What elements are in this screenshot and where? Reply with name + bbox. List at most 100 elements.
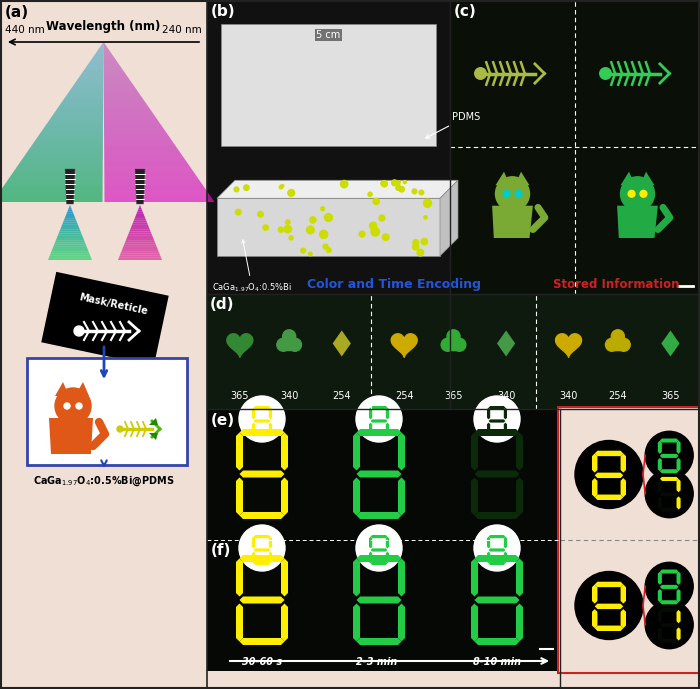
Polygon shape — [132, 223, 148, 225]
FancyBboxPatch shape — [27, 358, 187, 465]
Polygon shape — [78, 74, 104, 78]
Polygon shape — [356, 512, 402, 519]
Polygon shape — [595, 582, 623, 587]
Polygon shape — [130, 227, 150, 229]
Circle shape — [279, 185, 283, 189]
Polygon shape — [236, 604, 243, 641]
Polygon shape — [504, 408, 507, 420]
Circle shape — [424, 216, 427, 219]
Polygon shape — [104, 62, 120, 66]
Circle shape — [645, 562, 693, 610]
FancyBboxPatch shape — [558, 407, 700, 673]
Text: 340: 340 — [497, 391, 515, 401]
Polygon shape — [356, 638, 402, 645]
Text: 340: 340 — [280, 391, 298, 401]
Circle shape — [281, 185, 284, 187]
Polygon shape — [236, 559, 243, 597]
Polygon shape — [516, 477, 523, 515]
Circle shape — [600, 68, 611, 79]
Polygon shape — [104, 50, 112, 54]
Polygon shape — [595, 473, 623, 478]
Polygon shape — [676, 440, 680, 454]
Polygon shape — [676, 458, 680, 471]
Polygon shape — [104, 122, 162, 126]
Polygon shape — [104, 66, 123, 70]
Circle shape — [398, 181, 400, 183]
Circle shape — [419, 190, 424, 195]
Text: 340: 340 — [559, 391, 578, 401]
Circle shape — [323, 244, 328, 249]
Polygon shape — [391, 333, 417, 358]
Circle shape — [394, 182, 397, 185]
Polygon shape — [615, 344, 621, 351]
FancyBboxPatch shape — [207, 294, 700, 409]
Polygon shape — [595, 626, 623, 631]
Polygon shape — [129, 232, 151, 234]
Polygon shape — [37, 134, 103, 138]
Polygon shape — [440, 181, 458, 256]
Polygon shape — [118, 258, 162, 260]
Polygon shape — [386, 408, 389, 420]
Polygon shape — [398, 477, 405, 515]
Polygon shape — [104, 82, 134, 86]
Polygon shape — [658, 589, 662, 602]
Polygon shape — [489, 562, 505, 565]
Text: 365: 365 — [444, 391, 463, 401]
Polygon shape — [54, 243, 86, 245]
Polygon shape — [46, 122, 103, 126]
Text: Stored Information: Stored Information — [553, 278, 680, 291]
Polygon shape — [398, 604, 405, 641]
Polygon shape — [104, 158, 187, 162]
Circle shape — [239, 525, 285, 571]
Polygon shape — [369, 537, 372, 548]
Polygon shape — [49, 256, 91, 258]
Polygon shape — [595, 495, 623, 500]
Polygon shape — [20, 158, 103, 162]
Polygon shape — [658, 440, 662, 454]
Polygon shape — [101, 42, 104, 46]
Polygon shape — [398, 559, 405, 597]
Circle shape — [289, 236, 293, 240]
Polygon shape — [662, 331, 680, 356]
Circle shape — [74, 326, 84, 336]
Text: (e): (e) — [211, 413, 235, 428]
Polygon shape — [475, 555, 519, 562]
Polygon shape — [104, 130, 167, 134]
Text: (d): (d) — [210, 297, 235, 312]
Polygon shape — [353, 559, 360, 597]
Polygon shape — [369, 422, 372, 434]
Polygon shape — [217, 198, 440, 256]
Polygon shape — [497, 331, 515, 356]
Polygon shape — [621, 584, 626, 604]
Polygon shape — [49, 418, 93, 454]
Polygon shape — [104, 142, 176, 146]
Polygon shape — [9, 174, 103, 178]
Polygon shape — [676, 628, 680, 641]
Polygon shape — [475, 471, 519, 477]
Polygon shape — [120, 251, 160, 254]
Circle shape — [307, 226, 314, 234]
Polygon shape — [57, 236, 83, 238]
Text: 440 nm: 440 nm — [5, 25, 45, 35]
Polygon shape — [620, 172, 635, 185]
Text: (b): (b) — [211, 4, 236, 19]
Polygon shape — [68, 207, 72, 209]
Polygon shape — [556, 333, 582, 358]
Polygon shape — [617, 206, 658, 238]
Polygon shape — [253, 535, 270, 538]
FancyBboxPatch shape — [207, 409, 560, 671]
Polygon shape — [660, 438, 678, 442]
Polygon shape — [489, 433, 505, 436]
Polygon shape — [370, 548, 387, 552]
Circle shape — [263, 225, 268, 230]
Polygon shape — [516, 559, 523, 597]
Circle shape — [399, 187, 405, 192]
Polygon shape — [61, 225, 79, 227]
Polygon shape — [370, 406, 387, 409]
Text: CaGa$_{1.97}$O$_4$:0.5%Bi: CaGa$_{1.97}$O$_4$:0.5%Bi — [212, 240, 292, 294]
Polygon shape — [487, 408, 490, 420]
Circle shape — [55, 388, 91, 424]
Text: 365: 365 — [230, 391, 249, 401]
Polygon shape — [516, 604, 523, 641]
Polygon shape — [92, 54, 104, 58]
